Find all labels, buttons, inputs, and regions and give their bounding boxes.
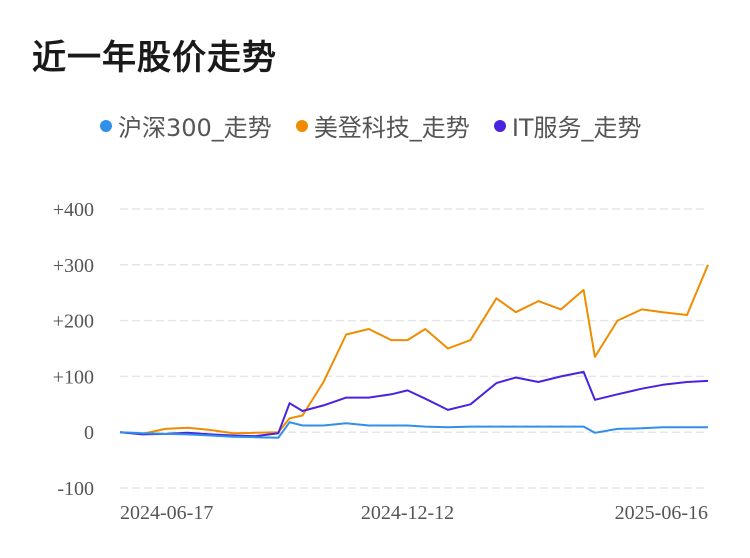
- x-tick-label: 2025-06-16: [615, 502, 708, 524]
- y-tick-label: -100: [57, 478, 94, 500]
- x-tick-label: 2024-12-12: [361, 502, 454, 524]
- legend-item-it[interactable]: IT服务_走势: [493, 108, 642, 143]
- legend-dot-meideng: [295, 119, 308, 132]
- legend-label-csi300: 沪深300_走势: [118, 114, 272, 142]
- legend-label-meideng: 美登科技_走势: [313, 114, 470, 142]
- y-tick-label: +300: [53, 255, 94, 277]
- series-line-csi300: [119, 421, 708, 439]
- chart-legend: 沪深300_走势 美登科技_走势 IT服务_走势: [100, 108, 666, 143]
- y-tick-label: +100: [53, 366, 94, 388]
- y-tick-label: +200: [53, 311, 94, 333]
- legend-label-it: IT服务_走势: [511, 114, 642, 142]
- legend-dot-csi300: [100, 119, 112, 132]
- y-tick-label: +400: [53, 199, 94, 221]
- page-title: 近一年股价走势: [32, 38, 277, 78]
- x-tick-label: 2024-06-17: [120, 502, 213, 524]
- legend-dot-it: [493, 119, 506, 132]
- y-tick-label: 0: [84, 422, 94, 444]
- series-line-it: [119, 370, 709, 438]
- legend-item-csi300[interactable]: 沪深300_走势: [100, 108, 272, 143]
- series-line-meideng: [119, 264, 709, 435]
- legend-item-meideng[interactable]: 美登科技_走势: [295, 108, 470, 143]
